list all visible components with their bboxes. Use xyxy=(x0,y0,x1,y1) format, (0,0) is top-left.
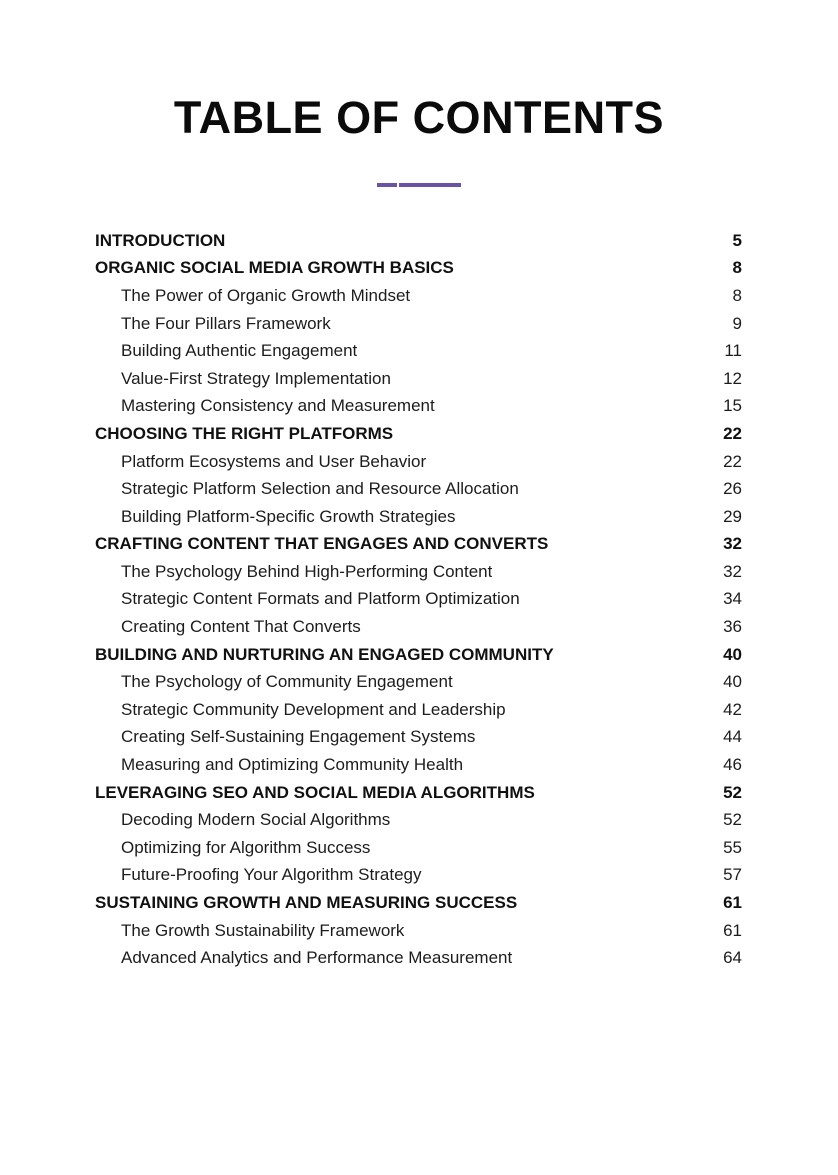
toc-entry[interactable]: Creating Content That Converts 36 xyxy=(95,613,742,641)
page-title: TABLE OF CONTENTS xyxy=(173,92,665,143)
toc-entry[interactable]: The Psychology of Community Engagement 4… xyxy=(95,668,742,696)
toc-entry[interactable]: Future-Proofing Your Algorithm Strategy … xyxy=(95,861,742,889)
toc-entry[interactable]: The Psychology Behind High-Performing Co… xyxy=(95,558,742,586)
divider-segment-short xyxy=(377,182,397,187)
toc-entry-page: 22 xyxy=(723,423,742,443)
divider xyxy=(377,182,461,187)
toc-entry[interactable]: Creating Self-Sustaining Engagement Syst… xyxy=(95,723,742,751)
toc-entry[interactable]: Building Platform-Specific Growth Strate… xyxy=(95,503,742,531)
toc-entry[interactable]: Strategic Content Formats and Platform O… xyxy=(95,585,742,613)
toc-entry-label: Decoding Modern Social Algorithms xyxy=(121,810,391,830)
toc-entry-label: The Four Pillars Framework xyxy=(121,313,331,333)
toc-entry-page: 61 xyxy=(723,893,742,912)
toc-entry-label: Creating Self-Sustaining Engagement Syst… xyxy=(121,727,476,747)
toc-entry-page: 46 xyxy=(723,755,742,775)
toc-entry-page: 26 xyxy=(723,479,742,499)
toc-entry-page: 22 xyxy=(723,451,742,471)
toc-entry-label: The Psychology Behind High-Performing Co… xyxy=(121,561,493,581)
toc-entry-label: CRAFTING CONTENT THAT ENGAGES AND CONVER… xyxy=(95,534,549,554)
toc-entry-page: 5 xyxy=(732,230,742,250)
toc-entry-page: 12 xyxy=(723,368,742,388)
toc-entry-page: 55 xyxy=(723,837,742,857)
toc-entry-label: BUILDING AND NURTURING AN ENGAGED COMMUN… xyxy=(95,644,554,664)
toc-entry[interactable]: SUSTAINING GROWTH AND MEASURING SUCCESS … xyxy=(95,889,742,917)
toc-entry-page: 8 xyxy=(732,258,742,278)
toc-entry-label: Value-First Strategy Implementation xyxy=(121,368,391,388)
toc-entry[interactable]: Strategic Platform Selection and Resourc… xyxy=(95,475,742,503)
toc-entry-label: Future-Proofing Your Algorithm Strategy xyxy=(121,865,422,885)
toc-entry[interactable]: Measuring and Optimizing Community Healt… xyxy=(95,751,742,779)
toc-entry-label: Building Authentic Engagement xyxy=(121,341,358,361)
toc-entry-page: 11 xyxy=(724,341,742,361)
toc-page: { "page": { "title": "TABLE OF CONTENTS"… xyxy=(0,92,838,1175)
toc-entry-label: The Growth Sustainability Framework xyxy=(121,920,405,940)
toc-entry[interactable]: Optimizing for Algorithm Success 55 xyxy=(95,834,742,862)
toc-entry[interactable]: CRAFTING CONTENT THAT ENGAGES AND CONVER… xyxy=(95,530,742,558)
toc-entry-label: INTRODUCTION xyxy=(95,230,226,250)
toc-entry[interactable]: INTRODUCTION 5 xyxy=(95,227,742,255)
toc-entry-page: 44 xyxy=(723,727,742,747)
toc-entry-label: Platform Ecosystems and User Behavior xyxy=(121,451,427,471)
toc-entry[interactable]: Platform Ecosystems and User Behavior 22 xyxy=(95,448,742,476)
toc-entry-page: 40 xyxy=(723,644,742,664)
toc-entry-page: 40 xyxy=(723,672,742,692)
toc-entry-page: 42 xyxy=(723,699,742,719)
toc-entry-label: The Power of Organic Growth Mindset xyxy=(121,285,411,305)
toc-entry-label: Advanced Analytics and Performance Measu… xyxy=(121,948,513,968)
toc-entry[interactable]: LEVERAGING SEO AND SOCIAL MEDIA ALGORITH… xyxy=(95,779,742,807)
toc-entry-page: 8 xyxy=(732,285,742,305)
toc-entry-page: 34 xyxy=(723,589,742,609)
toc-entry-page: 61 xyxy=(723,920,742,940)
toc-entry-page: 52 xyxy=(723,810,742,830)
toc-entry-label: ORGANIC SOCIAL MEDIA GROWTH BASICS xyxy=(95,258,454,278)
divider-segment-long xyxy=(399,182,461,187)
toc-entry-label: Strategic Content Formats and Platform O… xyxy=(121,589,520,609)
toc-entry[interactable]: Advanced Analytics and Performance Measu… xyxy=(95,944,742,972)
toc-entry-page: 32 xyxy=(723,561,742,581)
toc-entry[interactable]: ORGANIC SOCIAL MEDIA GROWTH BASICS 8 xyxy=(95,254,742,282)
toc-entry-label: Strategic Community Development and Lead… xyxy=(121,699,506,719)
toc-entry-page: 64 xyxy=(723,948,742,968)
toc-entry-label: The Psychology of Community Engagement xyxy=(121,672,453,692)
toc-entry[interactable]: Mastering Consistency and Measurement 15 xyxy=(95,392,742,420)
toc-entry[interactable]: CHOOSING THE RIGHT PLATFORMS 22 xyxy=(95,420,742,448)
toc-entry-label: Strategic Platform Selection and Resourc… xyxy=(121,479,519,499)
toc-entry-page: 36 xyxy=(723,617,742,637)
toc-entry-label: Creating Content That Converts xyxy=(121,617,361,637)
toc-entry-label: Mastering Consistency and Measurement xyxy=(121,396,435,416)
toc-entry-label: CHOOSING THE RIGHT PLATFORMS xyxy=(95,423,394,443)
toc-entry-label: Optimizing for Algorithm Success xyxy=(121,837,371,857)
toc-entry-label: SUSTAINING GROWTH AND MEASURING SUCCESS xyxy=(95,893,518,912)
toc-entry-page: 32 xyxy=(723,534,742,554)
toc-entry[interactable]: BUILDING AND NURTURING AN ENGAGED COMMUN… xyxy=(95,641,742,669)
toc-entry[interactable]: Building Authentic Engagement 11 xyxy=(95,337,742,365)
toc-entry-page: 9 xyxy=(732,313,742,333)
toc-entry[interactable]: The Four Pillars Framework 9 xyxy=(95,310,742,338)
toc-entry[interactable]: Value-First Strategy Implementation 12 xyxy=(95,365,742,393)
toc-entry-page: 52 xyxy=(723,782,742,802)
toc-entry-page: 15 xyxy=(723,396,742,416)
toc-entry[interactable]: The Power of Organic Growth Mindset 8 xyxy=(95,282,742,310)
toc-entry[interactable]: Strategic Community Development and Lead… xyxy=(95,696,742,724)
toc-list: INTRODUCTION 5 ORGANIC SOCIAL MEDIA GROW… xyxy=(95,227,742,972)
toc-entry-label: Building Platform-Specific Growth Strate… xyxy=(121,506,456,526)
toc-entry[interactable]: Decoding Modern Social Algorithms 52 xyxy=(95,806,742,834)
toc-entry-page: 29 xyxy=(723,506,742,526)
toc-entry[interactable]: The Growth Sustainability Framework 61 xyxy=(95,917,742,945)
toc-entry-label: LEVERAGING SEO AND SOCIAL MEDIA ALGORITH… xyxy=(95,782,535,802)
toc-entry-page: 57 xyxy=(723,865,742,885)
toc-entry-label: Measuring and Optimizing Community Healt… xyxy=(121,755,464,775)
